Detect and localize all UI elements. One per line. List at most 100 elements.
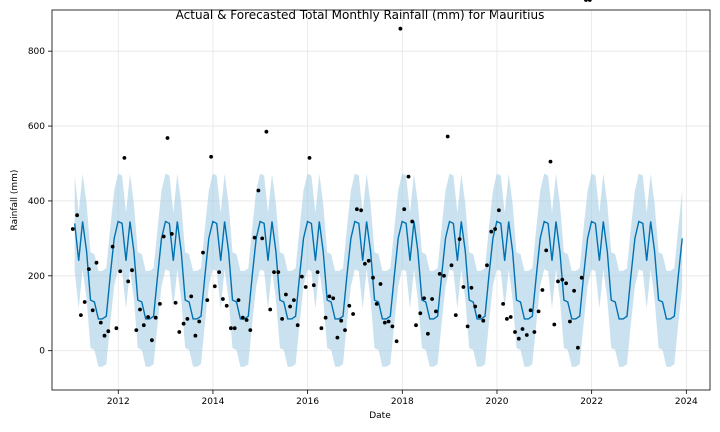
- actual-point: [265, 130, 269, 134]
- actual-point: [541, 288, 545, 292]
- actual-point: [166, 136, 170, 140]
- actual-point: [272, 270, 276, 274]
- actual-point: [221, 297, 225, 301]
- actual-point: [288, 305, 292, 309]
- actual-point: [316, 270, 320, 274]
- actual-point: [213, 284, 217, 288]
- y-tick-label: 600: [28, 122, 45, 132]
- actual-point: [304, 285, 308, 289]
- actual-point: [473, 305, 477, 309]
- actual-point: [174, 301, 178, 305]
- actual-point: [576, 346, 580, 350]
- actual-point: [194, 334, 198, 338]
- actual-point: [371, 276, 375, 280]
- actual-point: [422, 296, 426, 300]
- actual-point: [260, 237, 264, 241]
- x-axis-label: Date: [369, 411, 391, 421]
- actual-point: [580, 276, 584, 280]
- actual-point: [564, 281, 568, 285]
- y-axis-label: Rainfall (mm): [10, 170, 20, 231]
- actual-point: [533, 330, 537, 334]
- actual-point: [343, 328, 347, 332]
- actual-point: [237, 298, 241, 302]
- actual-point: [339, 319, 343, 323]
- actual-point: [379, 282, 383, 286]
- actual-point: [375, 302, 379, 306]
- actual-point: [588, 0, 592, 2]
- actual-point: [217, 270, 221, 274]
- actual-point: [568, 320, 572, 324]
- actual-point: [584, 0, 588, 2]
- actual-point: [501, 302, 505, 306]
- actual-point: [493, 227, 497, 231]
- actual-point: [489, 230, 493, 234]
- actual-point: [146, 315, 150, 319]
- actual-point: [454, 313, 458, 317]
- actual-point: [442, 274, 446, 278]
- x-tick-label: 2018: [391, 397, 414, 407]
- actual-point: [99, 321, 103, 325]
- actual-point: [470, 286, 474, 290]
- actual-point: [106, 329, 110, 333]
- x-tick-label: 2024: [675, 397, 698, 407]
- actual-point: [138, 308, 142, 312]
- actual-point: [347, 304, 351, 308]
- actual-point: [134, 328, 138, 332]
- actual-point: [544, 249, 548, 253]
- actual-point: [276, 270, 280, 274]
- actual-point: [387, 320, 391, 324]
- actual-point: [351, 312, 355, 316]
- actual-point: [363, 262, 367, 266]
- actual-point: [336, 336, 340, 340]
- actual-point: [83, 300, 87, 304]
- actual-point: [75, 213, 79, 217]
- x-tick-label: 2020: [486, 397, 509, 407]
- actual-point: [391, 325, 395, 329]
- actual-point: [328, 295, 332, 299]
- actual-point: [509, 315, 513, 319]
- actual-point: [521, 327, 525, 331]
- y-axis-ticks: 0 200 400 600 800: [28, 47, 52, 357]
- actual-point: [71, 227, 75, 231]
- actual-point: [497, 208, 501, 212]
- actual-point: [549, 160, 553, 164]
- actual-point: [241, 316, 245, 320]
- actual-point: [79, 313, 83, 317]
- uncertainty-band: [75, 174, 683, 367]
- actual-point: [177, 330, 181, 334]
- actual-point: [123, 156, 127, 160]
- x-tick-label: 2022: [580, 397, 603, 407]
- actual-point: [158, 302, 162, 306]
- actual-point: [450, 263, 454, 267]
- actual-point: [296, 323, 300, 327]
- y-tick-label: 800: [28, 47, 45, 57]
- actual-point: [529, 308, 533, 312]
- actual-point: [466, 325, 470, 329]
- actual-point: [537, 310, 541, 314]
- actual-point: [367, 259, 371, 263]
- actual-point: [407, 175, 411, 179]
- actual-point: [182, 322, 186, 326]
- actual-point: [320, 326, 324, 330]
- actual-point: [150, 338, 154, 342]
- actual-point: [300, 275, 304, 279]
- actual-point: [383, 321, 387, 325]
- actual-point: [414, 323, 418, 327]
- actual-point: [434, 310, 438, 314]
- actual-point: [154, 316, 158, 320]
- y-tick-label: 0: [39, 347, 45, 357]
- actual-point: [111, 245, 115, 249]
- actual-point: [517, 337, 521, 341]
- actual-point: [118, 269, 122, 273]
- actual-point: [572, 289, 576, 293]
- actual-point: [418, 311, 422, 315]
- actual-point: [308, 156, 312, 160]
- actual-point: [462, 285, 466, 289]
- actual-point: [245, 318, 249, 322]
- actual-point: [359, 208, 363, 212]
- actual-point: [399, 27, 403, 31]
- actual-point: [438, 272, 442, 276]
- actual-point: [162, 235, 166, 239]
- y-tick-label: 200: [28, 272, 45, 282]
